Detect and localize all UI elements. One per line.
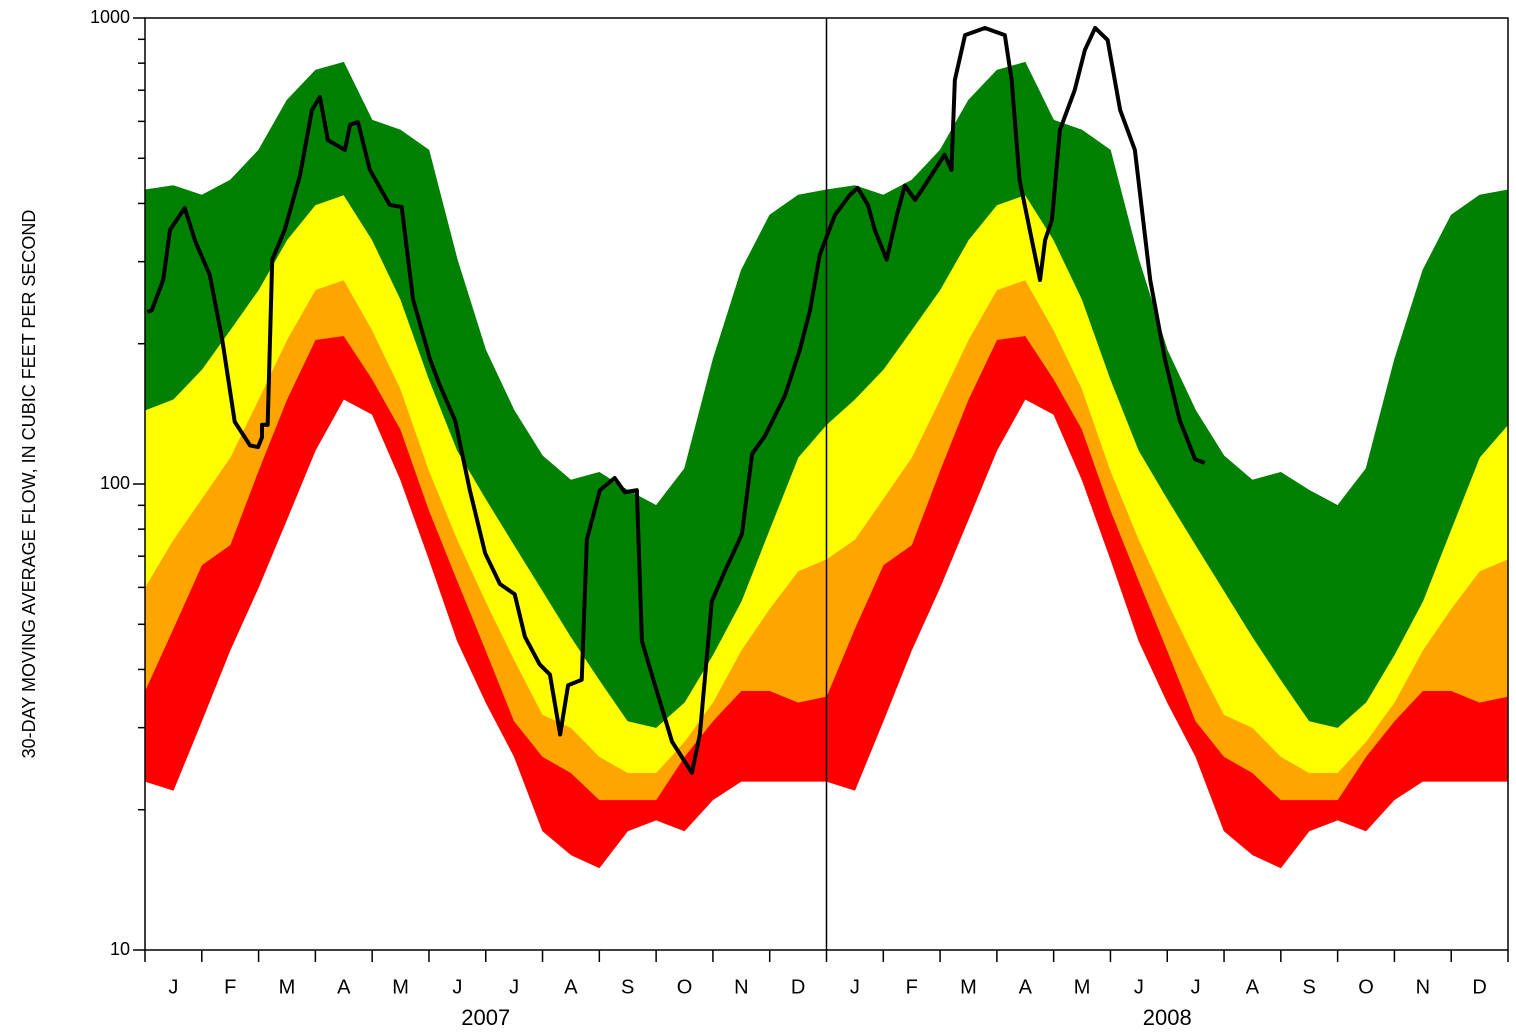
month-label: A xyxy=(564,976,578,998)
y-tick-label: 100 xyxy=(100,473,130,493)
month-label: M xyxy=(960,976,977,998)
month-label: A xyxy=(337,976,351,998)
month-label: J xyxy=(509,976,519,998)
year-label: 2008 xyxy=(1143,1005,1192,1030)
flow-line xyxy=(146,25,1206,775)
month-label: D xyxy=(1472,976,1486,998)
y-tick-label: 10 xyxy=(110,939,130,959)
month-label: D xyxy=(791,976,805,998)
month-label: S xyxy=(621,976,634,998)
month-label: O xyxy=(1358,976,1374,998)
month-label: J xyxy=(1134,976,1144,998)
y-axis-label: 30-DAY MOVING AVERAGE FLOW, IN CUBIC FEE… xyxy=(19,210,39,759)
month-label: M xyxy=(279,976,296,998)
month-label: J xyxy=(850,976,860,998)
month-label: J xyxy=(452,976,462,998)
month-label: S xyxy=(1303,976,1316,998)
month-label: O xyxy=(677,976,693,998)
month-label: F xyxy=(224,976,236,998)
year-label: 2007 xyxy=(461,1005,510,1030)
month-label: M xyxy=(1074,976,1091,998)
month-label: J xyxy=(168,976,178,998)
month-label: M xyxy=(392,976,409,998)
month-label: A xyxy=(1246,976,1260,998)
month-label: F xyxy=(906,976,918,998)
month-label: J xyxy=(1191,976,1201,998)
month-label: A xyxy=(1019,976,1033,998)
month-label: N xyxy=(1416,976,1430,998)
month-label: N xyxy=(734,976,748,998)
y-tick-label: 1000 xyxy=(90,7,130,27)
